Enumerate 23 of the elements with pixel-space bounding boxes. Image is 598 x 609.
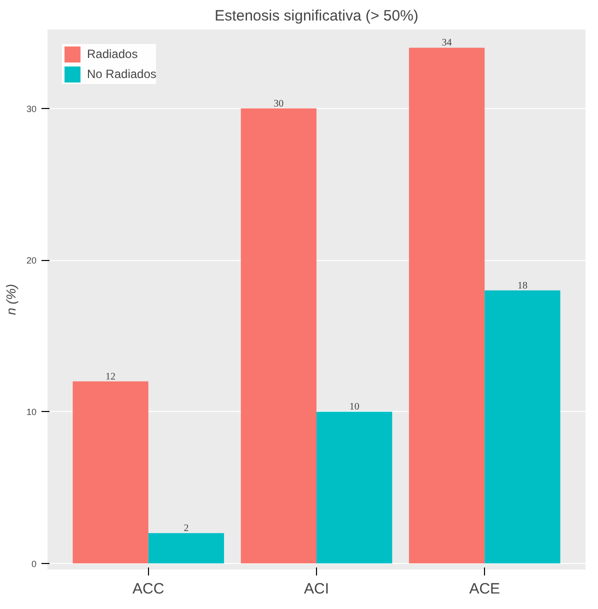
legend-label: Radiados bbox=[87, 47, 138, 61]
y-axis-title: n (%) bbox=[3, 284, 18, 316]
bar bbox=[484, 290, 560, 564]
bar bbox=[240, 108, 316, 564]
x-tick-label: ACI bbox=[304, 580, 330, 598]
data-label: 30 bbox=[274, 98, 284, 110]
legend-label: No Radiados bbox=[87, 67, 156, 81]
x-tick-label: ACC bbox=[132, 580, 164, 598]
bar bbox=[316, 412, 392, 564]
y-tick-label: 20 bbox=[26, 256, 37, 266]
data-label: 12 bbox=[106, 371, 116, 382]
y-tick-label: 30 bbox=[26, 104, 37, 114]
data-label: 10 bbox=[349, 402, 360, 413]
x-tick-label: ACE bbox=[469, 580, 500, 598]
bar bbox=[72, 381, 148, 564]
y-tick-label: 0 bbox=[31, 558, 37, 569]
data-label: 18 bbox=[517, 280, 528, 292]
data-label: 34 bbox=[442, 38, 452, 49]
y-tick-label: 10 bbox=[26, 407, 37, 418]
bar bbox=[148, 533, 224, 564]
data-label: 2 bbox=[184, 523, 189, 534]
bar bbox=[408, 48, 485, 564]
chart-title: Estenosis significativa (> 50%) bbox=[214, 8, 418, 24]
